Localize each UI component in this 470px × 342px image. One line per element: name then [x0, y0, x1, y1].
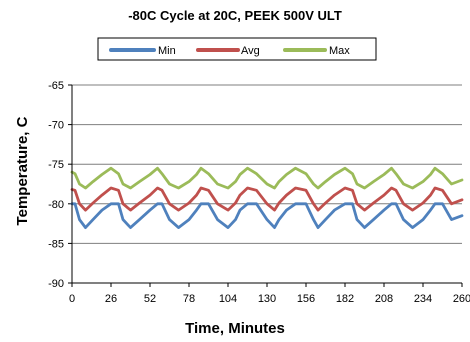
x-tick-label: 234: [414, 293, 432, 305]
series-line-min: [70, 202, 464, 229]
y-tick-label: -75: [48, 159, 64, 171]
y-tick-label: -90: [48, 278, 64, 290]
x-tick-label: 26: [105, 293, 117, 305]
legend-label-max: Max: [329, 45, 350, 57]
y-tick-label: -80: [48, 199, 64, 211]
x-tick-label: 0: [69, 293, 75, 305]
x-tick-label: 156: [297, 293, 315, 305]
x-tick-label: 182: [336, 293, 354, 305]
series-line-avg: [70, 186, 464, 212]
x-tick-label: 260: [453, 293, 470, 305]
legend-label-min: Min: [158, 45, 176, 57]
x-tick-label: 130: [258, 293, 276, 305]
y-axis-title: Temperature, C: [14, 116, 31, 225]
legend: Min Avg Max: [97, 37, 377, 61]
x-axis-ticks: 0 26 52 78 104 130 156 182 208 234 260: [69, 283, 470, 305]
y-axis-ticks: -65 -70 -75 -80 -85 -90: [48, 80, 72, 290]
y-tick-label: -65: [48, 80, 64, 92]
chart-title: -80C Cycle at 20C, PEEK 500V ULT: [128, 8, 342, 23]
y-tick-label: -70: [48, 120, 64, 132]
x-tick-label: 208: [375, 293, 393, 305]
x-tick-label: 52: [144, 293, 156, 305]
legend-label-avg: Avg: [241, 45, 260, 57]
x-axis-title: Time, Minutes: [185, 320, 285, 337]
series-line-max: [70, 166, 464, 190]
series-lines: [70, 166, 464, 229]
x-tick-label: 78: [183, 293, 195, 305]
x-tick-label: 104: [219, 293, 237, 305]
y-tick-label: -85: [48, 238, 64, 250]
